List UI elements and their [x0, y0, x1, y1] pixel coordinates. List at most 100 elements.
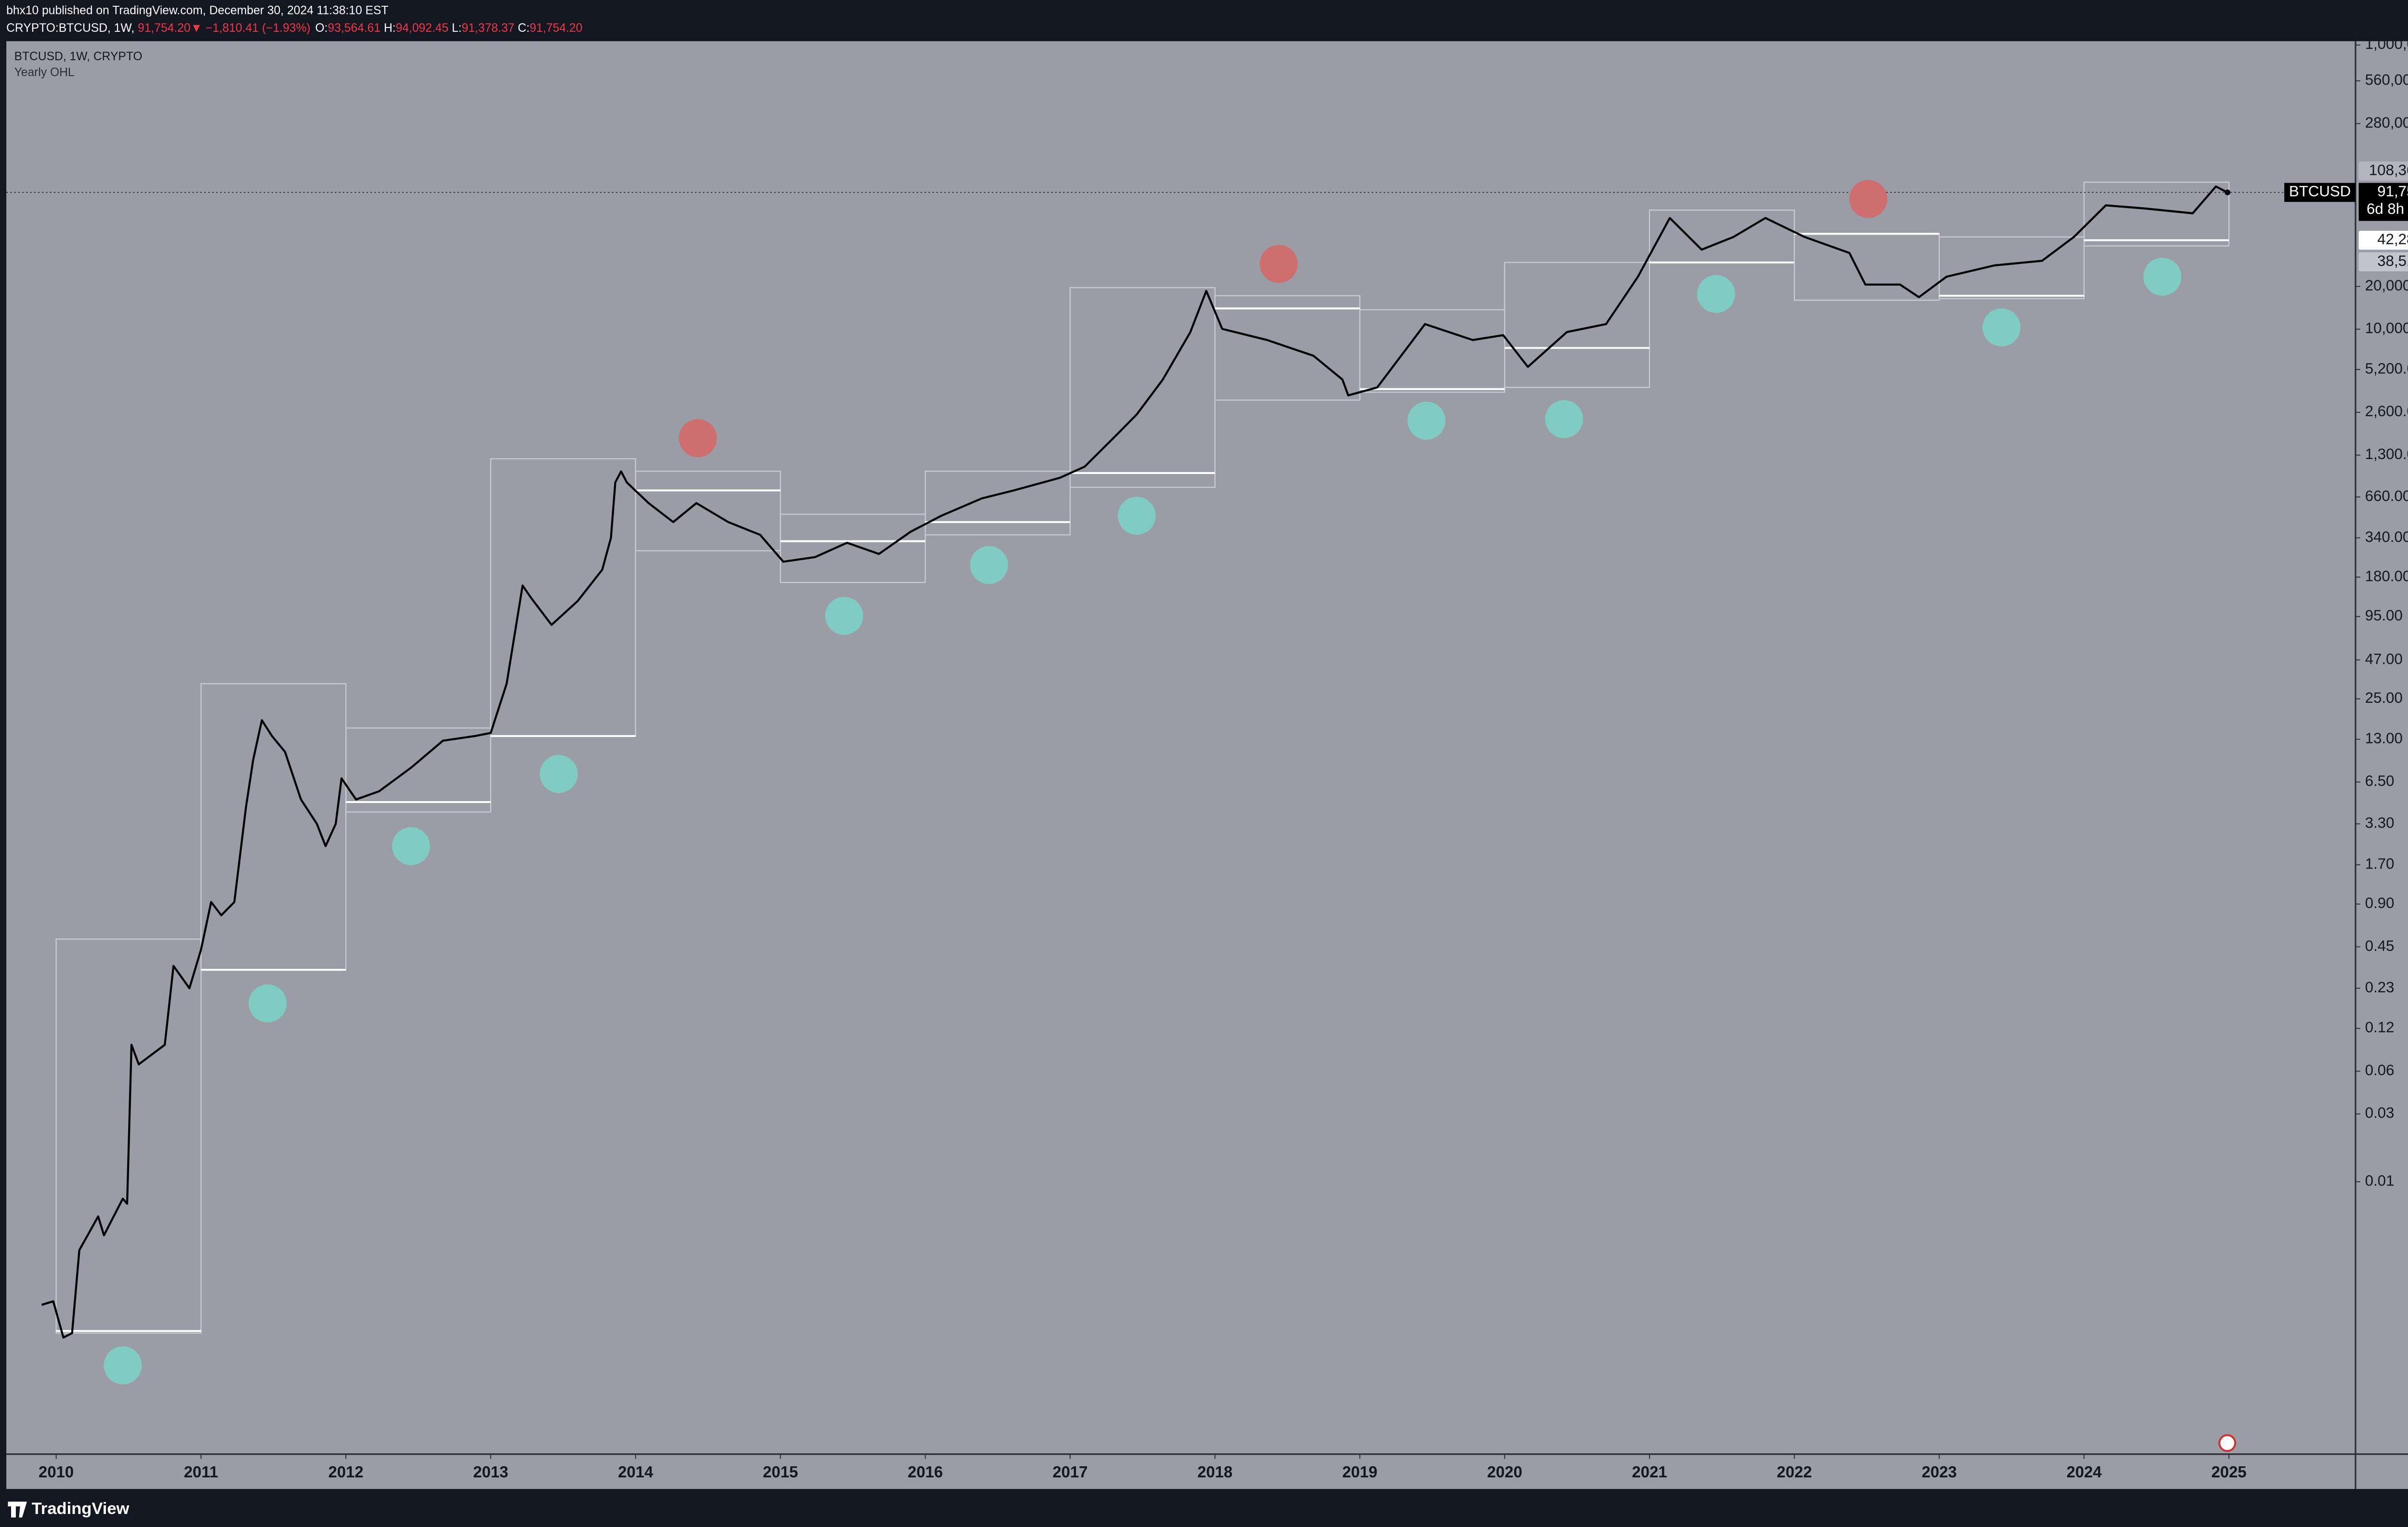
- price-label-box: [2358, 230, 2408, 250]
- x-tick-label: 2017: [1052, 1463, 1087, 1481]
- x-tick-label: 2013: [473, 1463, 508, 1481]
- y-tick-label: 0.23: [2365, 979, 2395, 996]
- legend-indicator: Yearly OHL: [14, 66, 75, 79]
- yearly-range-box: [1504, 262, 1650, 388]
- price-line: [41, 185, 2228, 1339]
- y-tick-label: 6.50: [2365, 773, 2395, 790]
- countdown: 6d 8h: [2367, 200, 2404, 217]
- y-tick-label: 5,200.00: [2365, 360, 2408, 377]
- y-tick-label: 0.06: [2365, 1062, 2395, 1079]
- x-tick-label: 2018: [1197, 1463, 1232, 1481]
- c-label: C:: [518, 22, 530, 35]
- x-tick-label: 2012: [328, 1463, 364, 1481]
- last-point: [2225, 189, 2231, 196]
- yearly-range-box: [2083, 181, 2230, 247]
- signal-marker: [392, 827, 430, 866]
- yearly-range-box: [780, 513, 926, 583]
- yearly-range-box: [635, 471, 781, 552]
- y-tick-label: 20,000.00: [2365, 277, 2408, 294]
- c-value: 91,754.20: [530, 22, 583, 35]
- y-tick-label: 0.90: [2365, 895, 2395, 911]
- event-flag[interactable]: [2218, 1434, 2237, 1452]
- signal-marker: [1982, 308, 2021, 347]
- chart-background: [6, 41, 2408, 1489]
- signal-marker: [679, 419, 717, 458]
- y-tick-label: 1,300.00: [2365, 446, 2408, 462]
- yearly-range-box: [1938, 236, 2085, 300]
- y-tick-label: 0.01: [2365, 1172, 2395, 1189]
- y-tick-label: 25.00: [2365, 689, 2403, 706]
- change: ▼ −1,810.41 (−1.93%): [191, 22, 311, 35]
- yearly-range-box: [925, 471, 1071, 536]
- o-value: 93,564.61: [328, 22, 381, 35]
- yearly-range-box: [55, 938, 202, 1334]
- symbol: CRYPTO:BTCUSD, 1W,: [6, 22, 134, 35]
- x-tick-label: 2014: [618, 1463, 654, 1481]
- signal-marker: [1259, 245, 1298, 283]
- last: 91,754.20: [138, 22, 191, 35]
- y-tick-label: 560,000.00: [2365, 71, 2408, 88]
- plot: [6, 180, 2356, 1384]
- signal-marker: [249, 984, 287, 1023]
- y-tick-label: 2,600.00: [2365, 403, 2408, 420]
- x-tick-label: 2021: [1632, 1463, 1667, 1481]
- legend-series: BTCUSD, 1W, CRYPTO: [14, 50, 143, 63]
- x-tick-label: 2011: [184, 1463, 218, 1481]
- brand-logo: [8, 1501, 27, 1518]
- symbol-info: CRYPTO:BTCUSD, 1W, 91,754.20▼ −1,810.41 …: [6, 22, 582, 35]
- signal-marker: [825, 597, 864, 635]
- symbol-label-box: [2284, 183, 2356, 202]
- y-tick-label: 47.00: [2365, 650, 2403, 667]
- x-tick-label: 2019: [1342, 1463, 1377, 1481]
- signal-marker: [1849, 180, 1887, 218]
- y-tick-label: 280,000.00: [2365, 114, 2408, 131]
- brand: TradingView: [32, 1500, 130, 1518]
- y-tick-label: 13.00: [2365, 730, 2403, 747]
- price-axis: 1,000,000.00 560,000.00 280,000.00 20,000.0…: [2356, 36, 2408, 1189]
- x-tick-label: 2023: [1922, 1463, 1957, 1481]
- signal-marker: [2143, 258, 2182, 296]
- y-tick-label: 0.12: [2365, 1019, 2395, 1036]
- l-value: 91,378.37: [462, 22, 515, 35]
- time-axis: 2010 2011 2012 2013 2014 2015 2016 2017 2018 2019…: [39, 1454, 2247, 1481]
- y-tick-label: 340.00: [2365, 528, 2408, 545]
- yearly-range-box: [345, 727, 492, 813]
- last-price-label: 91,754.20: [2377, 183, 2408, 200]
- y-tick-label: 180.00: [2365, 567, 2408, 584]
- publisher: bhx10 published on TradingView.com, Dece…: [6, 4, 388, 17]
- price-label: 42,284.71: [2377, 231, 2408, 248]
- l-label: L:: [452, 22, 462, 35]
- signal-marker: [970, 546, 1008, 584]
- price-label: 108,367.38: [2369, 161, 2408, 178]
- y-tick-label: 3.30: [2365, 815, 2395, 831]
- signal-marker: [1545, 400, 1584, 438]
- y-tick-label: 0.45: [2365, 937, 2395, 954]
- h-label: H:: [384, 22, 396, 35]
- signal-marker: [1117, 497, 1156, 535]
- signal-marker: [1697, 275, 1735, 313]
- o-label: O:: [315, 22, 328, 35]
- y-tick-label: 1,000,000.00: [2365, 36, 2408, 53]
- signal-marker: [104, 1346, 142, 1384]
- x-tick-label: 2015: [763, 1463, 798, 1481]
- x-tick-label: 2024: [2067, 1463, 2102, 1481]
- y-tick-label: 10,000.00: [2365, 320, 2408, 337]
- x-tick-label: 2022: [1777, 1463, 1812, 1481]
- y-tick-label: 1.70: [2365, 856, 2395, 872]
- last-price-box: [2358, 183, 2408, 221]
- x-tick-label: 2020: [1487, 1463, 1522, 1481]
- x-tick-label: 2025: [2212, 1463, 2247, 1481]
- h-value: 94,092.45: [396, 22, 449, 35]
- price-label-box: [2358, 161, 2408, 181]
- y-tick-label: 95.00: [2365, 607, 2403, 624]
- price-label-box: [2358, 252, 2408, 272]
- symbol-label: BTCUSD: [2289, 183, 2351, 200]
- price-label: 38,514.16: [2377, 252, 2408, 269]
- price-labels: 108,367.38 42,284.71 38,514.16 BTCUSD 91,754…: [2284, 161, 2408, 272]
- y-tick-label: 660.00: [2365, 487, 2408, 504]
- signal-marker: [539, 755, 578, 793]
- x-tick-label: 2010: [39, 1463, 74, 1481]
- signal-marker: [1407, 401, 1446, 440]
- y-tick-label: 0.03: [2365, 1105, 2395, 1121]
